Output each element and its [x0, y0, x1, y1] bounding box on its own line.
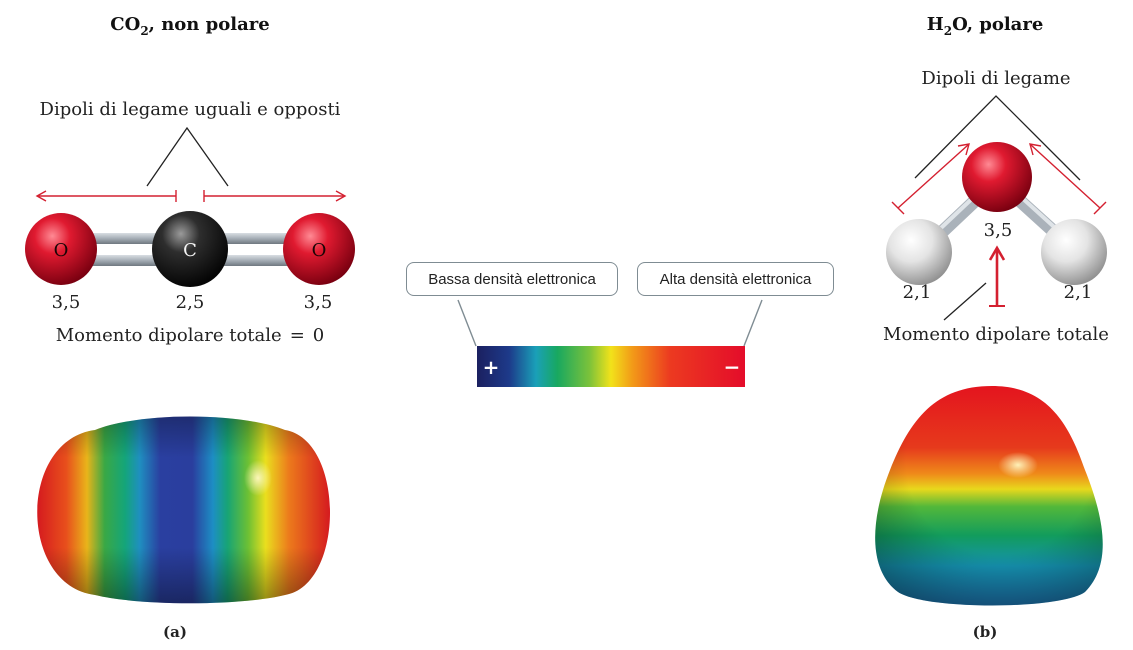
- co2-potential-map: [37, 417, 330, 604]
- co2-title: CO2, non polare: [110, 14, 269, 38]
- co2-left-dipole-arrow: [37, 190, 176, 202]
- minus-sign: −: [724, 355, 741, 379]
- high-density-callout: Alta densità elettronica: [637, 262, 834, 296]
- h2o-right-dipole-arrow: [1030, 144, 1106, 214]
- co2-bond-dipoles-label: Dipoli di legame uguali e opposti: [40, 99, 341, 120]
- co2-en-right: 3,5: [304, 292, 333, 313]
- svg-text:C: C: [183, 240, 197, 261]
- plus-sign: +: [483, 355, 500, 379]
- co2-en-left: 3,5: [52, 292, 81, 313]
- low-density-pointer: [458, 300, 476, 346]
- density-gradient-bar: [477, 346, 745, 387]
- h2o-total-dipole-arrow: [989, 248, 1005, 306]
- low-density-callout: Bassa densità elettronica: [406, 262, 618, 296]
- h2o-left-dipole-arrow: [892, 144, 969, 214]
- h2o-moment-leader: [944, 283, 986, 320]
- density-color-scale: + −: [458, 300, 762, 387]
- co2-right-dipole-arrow: [204, 190, 345, 202]
- high-density-label: Alta densità elettronica: [660, 271, 812, 288]
- co2-total-moment: Momento dipolare totale = 0: [56, 325, 324, 346]
- h2o-hydrogen-left-atom: [886, 219, 952, 285]
- h2o-total-moment: Momento dipolare totale: [883, 324, 1109, 345]
- co2-oxygen-right-atom: O: [283, 213, 355, 285]
- co2-oxygen-left-atom: O: [25, 213, 97, 285]
- h2o-panel-label: (b): [973, 623, 998, 641]
- h2o-en-h-right: 2,1: [1064, 282, 1093, 303]
- h2o-potential-map: [875, 386, 1103, 606]
- h2o-title: H2O, polare: [927, 14, 1044, 38]
- co2-label-leader: [147, 128, 228, 186]
- high-density-pointer: [744, 300, 762, 346]
- h2o-oxygen-atom: [962, 142, 1032, 212]
- h2o-hydrogen-right-atom: [1041, 219, 1107, 285]
- low-density-label: Bassa densità elettronica: [428, 271, 596, 288]
- h2o-en-h-left: 2,1: [903, 282, 932, 303]
- svg-text:O: O: [54, 240, 69, 261]
- svg-text:O: O: [312, 240, 327, 261]
- h2o-en-oxygen: 3,5: [984, 220, 1013, 241]
- co2-panel-label: (a): [163, 623, 187, 641]
- co2-carbon-atom: C: [152, 211, 228, 287]
- h2o-bond-dipoles-label: Dipoli di legame: [921, 68, 1070, 89]
- co2-en-center: 2,5: [176, 292, 205, 313]
